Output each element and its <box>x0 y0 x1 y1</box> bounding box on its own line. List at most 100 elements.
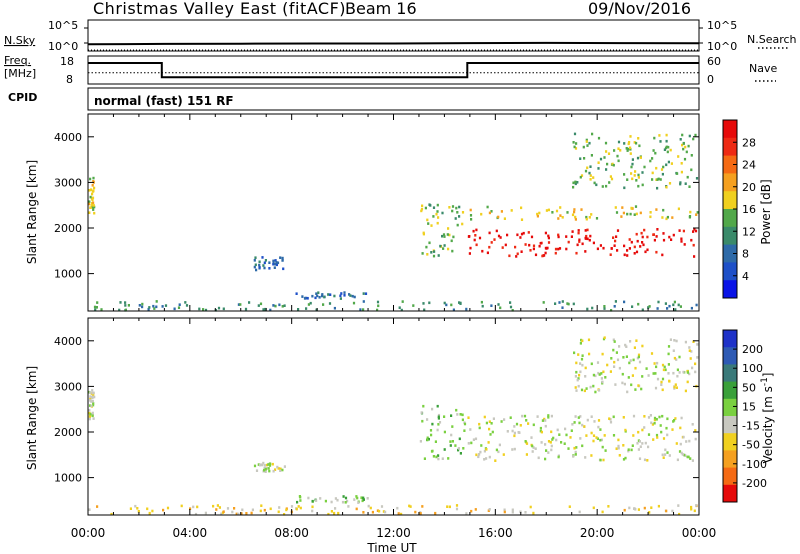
data-cell <box>586 237 589 241</box>
data-cell <box>147 307 150 311</box>
data-cell <box>567 447 570 450</box>
data-cell <box>686 380 689 384</box>
data-cell <box>681 453 684 456</box>
data-cell <box>690 505 693 509</box>
data-cell <box>626 249 629 252</box>
data-cell <box>565 247 568 251</box>
data-cell <box>457 447 460 450</box>
data-cell <box>520 250 523 253</box>
data-cell <box>678 371 681 374</box>
data-cell <box>275 261 278 264</box>
data-cell <box>527 422 530 425</box>
data-cell <box>666 451 669 454</box>
data-cell <box>609 175 612 178</box>
data-cell <box>696 356 699 359</box>
data-cell <box>593 181 596 185</box>
data-cell <box>574 215 577 219</box>
data-cell <box>575 389 578 392</box>
data-cell <box>559 206 562 209</box>
data-cell <box>664 302 667 305</box>
data-cell <box>472 229 475 233</box>
data-cell <box>607 152 611 155</box>
data-cell <box>362 511 365 514</box>
data-cell <box>665 509 668 513</box>
data-cell <box>573 145 576 149</box>
velocity-data-cells <box>88 336 699 516</box>
data-cell <box>88 202 91 206</box>
data-cell <box>602 246 605 250</box>
data-cell <box>480 444 483 447</box>
data-cell <box>651 157 654 160</box>
data-cell <box>690 238 693 242</box>
data-cell <box>631 162 634 166</box>
data-cell <box>173 307 176 311</box>
data-cell <box>436 428 439 432</box>
data-cell <box>625 345 628 348</box>
data-cell <box>662 232 665 235</box>
data-cell <box>488 245 491 249</box>
data-cell <box>650 421 653 425</box>
data-cell <box>425 245 428 249</box>
data-cell <box>549 441 552 444</box>
data-cell <box>641 171 644 174</box>
data-cell <box>615 351 618 354</box>
data-cell <box>91 391 94 395</box>
data-cell <box>675 442 678 445</box>
data-cell <box>648 511 651 514</box>
data-cell <box>684 340 687 344</box>
data-cell <box>458 437 461 441</box>
data-cell <box>458 205 461 209</box>
data-cell <box>592 373 595 377</box>
data-cell <box>692 243 695 247</box>
data-cell <box>576 243 579 247</box>
data-cell <box>436 404 439 408</box>
power-ylabel: Slant Range [km] <box>25 160 39 264</box>
data-cell <box>588 216 591 219</box>
data-cell <box>118 308 121 312</box>
data-cell <box>474 437 478 441</box>
data-cell <box>264 470 267 473</box>
data-cell <box>545 209 548 212</box>
power-panel-frame <box>87 113 700 312</box>
data-cell <box>585 434 588 437</box>
data-cell <box>448 505 451 509</box>
data-cell <box>695 504 698 507</box>
data-cell <box>472 438 475 441</box>
data-cell <box>638 440 641 443</box>
data-cell <box>586 307 589 311</box>
data-cell <box>437 216 440 219</box>
data-cell <box>459 452 462 455</box>
data-cell <box>638 457 642 460</box>
data-cell <box>259 302 263 306</box>
data-cell <box>692 230 695 233</box>
data-cell <box>659 178 662 181</box>
data-cell <box>180 504 183 508</box>
data-cell <box>637 430 640 434</box>
data-cell <box>594 374 597 378</box>
data-cell <box>550 414 553 418</box>
data-cell <box>488 455 491 459</box>
data-cell <box>539 426 542 430</box>
data-cell <box>396 506 399 510</box>
data-cell <box>629 340 632 343</box>
data-cell <box>501 246 504 249</box>
data-cell <box>635 141 638 145</box>
data-cell <box>566 302 569 305</box>
data-cell <box>92 201 95 205</box>
data-cell <box>347 505 350 508</box>
data-cell <box>584 236 587 240</box>
data-cell <box>578 238 581 242</box>
data-cell <box>601 445 604 449</box>
data-cell <box>572 455 575 458</box>
data-cell <box>649 215 652 219</box>
data-cell <box>279 469 282 472</box>
data-cell <box>688 134 691 138</box>
data-cell <box>262 308 265 311</box>
data-cell <box>268 261 271 264</box>
data-cell <box>525 419 528 422</box>
data-cell <box>100 308 103 311</box>
data-cell <box>419 440 422 443</box>
data-cell <box>694 437 697 441</box>
data-cell <box>624 343 627 347</box>
data-cell <box>580 338 583 342</box>
